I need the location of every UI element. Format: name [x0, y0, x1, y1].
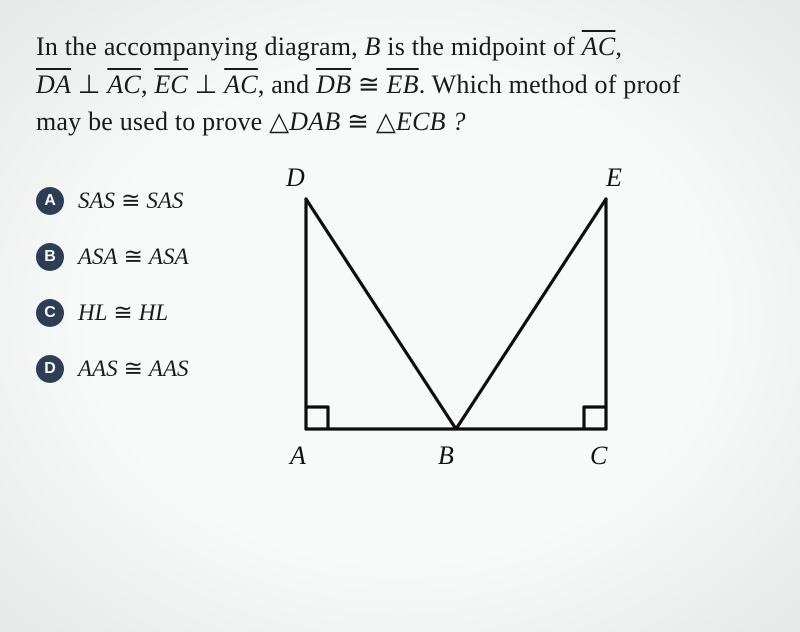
cong1: ≅	[351, 70, 386, 99]
choice-bullet-b: B	[36, 243, 64, 271]
choice-bullet-a: A	[36, 187, 64, 215]
cong-c: ≅	[107, 300, 138, 326]
cong2: ≅	[340, 107, 375, 136]
line3-pre: may be used to prove	[36, 107, 269, 136]
choice-b-right: ASA	[149, 244, 189, 270]
tri1: △	[269, 107, 289, 136]
and: , and	[258, 70, 316, 99]
seg-db: DB	[316, 70, 351, 99]
choice-bullet-d: D	[36, 355, 64, 383]
choice-a[interactable]: A SAS ≅ SAS	[36, 187, 256, 215]
diagram-container: D E A B C	[256, 169, 764, 469]
line2-tail: . Which method of proof	[419, 70, 681, 99]
q-b: B	[365, 32, 381, 61]
choice-bullet-c: C	[36, 299, 64, 327]
question-text: In the accompanying diagram, B is the mi…	[36, 28, 764, 141]
comma1: ,	[615, 32, 622, 61]
choice-c-left: HL	[78, 300, 107, 326]
perp2: ⊥	[188, 70, 224, 99]
cong-b: ≅	[118, 244, 149, 270]
seg-ac-1: AC	[582, 32, 616, 61]
seg-ec: EC	[154, 70, 188, 99]
vertex-label-b: B	[438, 441, 454, 471]
vertex-label-c: C	[590, 441, 607, 471]
answer-choices: A SAS ≅ SAS B ASA ≅ ASA C HL ≅ HL D AAS …	[36, 169, 256, 469]
ecb: ECB	[396, 107, 446, 136]
vertex-label-a: A	[290, 441, 306, 471]
seg-ac-3: AC	[224, 70, 258, 99]
tri2: △	[376, 107, 396, 136]
choice-d-left: AAS	[78, 356, 118, 382]
vertex-label-e: E	[606, 163, 622, 193]
dab: DAB	[289, 107, 340, 136]
seg-ac-2: AC	[107, 70, 141, 99]
choice-d[interactable]: D AAS ≅ AAS	[36, 355, 256, 383]
choice-a-right: SAS	[146, 188, 183, 214]
cong-a: ≅	[115, 188, 146, 214]
choice-b-left: ASA	[78, 244, 118, 270]
choice-c-right: HL	[139, 300, 168, 326]
cong-d: ≅	[118, 356, 149, 382]
choice-c[interactable]: C HL ≅ HL	[36, 299, 256, 327]
q-line1-mid: is the midpoint of	[381, 32, 582, 61]
perp1: ⊥	[71, 70, 107, 99]
seg-da: DA	[36, 70, 71, 99]
qmark: ?	[446, 107, 466, 136]
geometry-diagram	[266, 169, 646, 469]
q-line1-pre: In the accompanying diagram,	[36, 32, 365, 61]
vertex-label-d: D	[286, 163, 305, 193]
choice-d-right: AAS	[149, 356, 189, 382]
seg-eb: EB	[387, 70, 419, 99]
choice-b[interactable]: B ASA ≅ ASA	[36, 243, 256, 271]
choice-a-left: SAS	[78, 188, 115, 214]
